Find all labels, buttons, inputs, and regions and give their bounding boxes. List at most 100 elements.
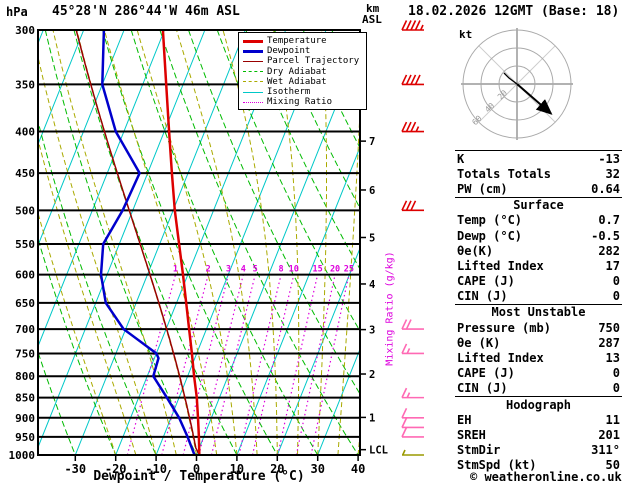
svg-text:30: 30 [310,462,324,476]
mixing-ratio-lines [126,274,350,455]
svg-text:3: 3 [369,325,375,337]
legend-line-sample [243,91,263,93]
wind-barb-900 [401,407,424,419]
stat-row-sreh: SREH 201 [455,427,622,442]
legend-line-sample [243,39,263,43]
wind-barb-950 [401,427,424,438]
svg-text:2: 2 [369,369,375,381]
dewpoint-line [99,30,196,455]
stat-row-lifted-index: Lifted Index 13 [455,350,622,365]
stat-section-title: Hodograph [505,397,572,412]
temperature-line [161,30,201,455]
svg-text:4: 4 [369,279,375,291]
stat-value: 17 [605,258,620,273]
x-axis-label: Dewpoint / Temperature (°C) [93,469,305,484]
legend-item-mixing-ratio: Mixing Ratio [243,97,364,107]
wind-barb-850 [401,387,424,399]
svg-text:6: 6 [369,185,375,197]
stat-row-cape-j: CAPE (J) 0 [455,274,622,289]
stat-value: 311° [591,443,620,458]
wind-barb-700 [401,319,424,330]
wind-barb-400 [401,121,424,133]
svg-text:40: 40 [351,462,365,476]
mixing-ratio-axis-label: Mixing Ratio (g/kg) [384,251,396,366]
wind-barb-750 [401,343,424,355]
stat-section-most-unstable: Most Unstable [455,303,622,320]
svg-text:20: 20 [330,265,340,275]
altitude-unit-asl-label: ASL [362,13,382,26]
altitude-unit-km-label: km [366,2,380,15]
svg-text:300: 300 [15,24,35,37]
stat-value: 0 [612,289,620,304]
stat-value: -13 [598,151,620,166]
km-axis-labels: 7 6 5 4 3 2 1 LCL [360,136,388,457]
stat-row-k: K -13 [455,151,622,166]
svg-text:850: 850 [15,392,35,405]
svg-text:1: 1 [369,412,375,424]
wind-barb-350 [401,74,424,86]
legend-line-sample [243,60,263,62]
legend-line-sample [243,71,263,73]
copyright-text: © weatheronline.co.uk [470,470,622,484]
datetime-title: 18.02.2026 12GMT (Base: 18) [408,4,620,19]
svg-text:350: 350 [15,78,35,91]
wind-barb-column [401,20,424,456]
stat-label: Temp (°C) [457,213,523,228]
stat-row-pressure-mb: Pressure (mb) 750 [455,320,622,335]
svg-text:900: 900 [15,412,35,425]
stat-value: 32 [605,166,620,181]
stat-section-title: Surface [513,198,564,213]
stat-section-surface: Surface [455,196,622,213]
legend-label: Mixing Ratio [267,97,333,108]
svg-text:7: 7 [369,136,375,148]
stat-label: SREH [457,427,486,442]
legend-label: Dewpoint [267,46,311,57]
stat-row-pw-cm: PW (cm) 0.64 [455,181,622,196]
svg-text:5: 5 [369,232,375,244]
svg-text:-20: -20 [105,462,127,476]
svg-text:950: 950 [15,431,35,444]
storm-motion-arrow [516,83,553,115]
pressure-unit-label: hPa [6,5,28,19]
svg-text:550: 550 [15,238,35,251]
svg-text:4: 4 [241,265,246,275]
stats-table: K -13 Totals Totals 32 PW (cm) 0.64 Surface Tem… [455,150,622,473]
legend-item-parcel-trajectory: Parcel Trajectory [243,56,364,66]
legend-line-sample [243,101,263,103]
svg-text:750: 750 [15,347,35,360]
stat-label: Lifted Index [457,351,544,366]
stat-row-temp-c: Temp (°C) 0.7 [455,213,622,228]
stat-value: 0 [612,381,620,396]
legend-label: Dry Adiabat [267,66,327,77]
legend-box: Temperature Dewpoint Parcel Trajectory Dry … [238,32,367,111]
stat-row-totals-totals: Totals Totals 32 [455,166,622,181]
stat-label: StmSpd (kt) [457,458,537,473]
svg-text:20: 20 [270,462,284,476]
stat-label: PW (cm) [457,181,508,196]
svg-text:25: 25 [344,265,354,275]
legend-line-sample [243,49,263,53]
stat-value: 0 [612,366,620,381]
stat-value: 282 [598,243,620,258]
svg-text:1: 1 [173,265,178,275]
stat-row-eh: EH 11 [455,412,622,427]
stat-value: 0.7 [598,213,620,228]
legend-label: Temperature [267,36,327,47]
hodograph-unit-label: kt [459,28,473,41]
stat-label: Dewp (°C) [457,228,523,243]
stat-value: 287 [598,335,620,350]
legend-label: Isotherm [267,87,311,98]
stat-label: Lifted Index [457,258,544,273]
svg-text:2: 2 [206,265,211,275]
legend-item-dry-adiabat: Dry Adiabat [243,67,364,77]
stat-label: CAPE (J) [457,274,515,289]
stat-label: StmDir [457,443,501,458]
stat-row-cin-j: CIN (J) 0 [455,381,622,396]
hodograph-trace [503,72,518,85]
parcel-trajectory-line [75,30,200,455]
svg-text:0: 0 [193,462,200,476]
stat-label: CAPE (J) [457,366,515,381]
stat-row-dewp-c: Dewp (°C) -0.5 [455,228,622,243]
